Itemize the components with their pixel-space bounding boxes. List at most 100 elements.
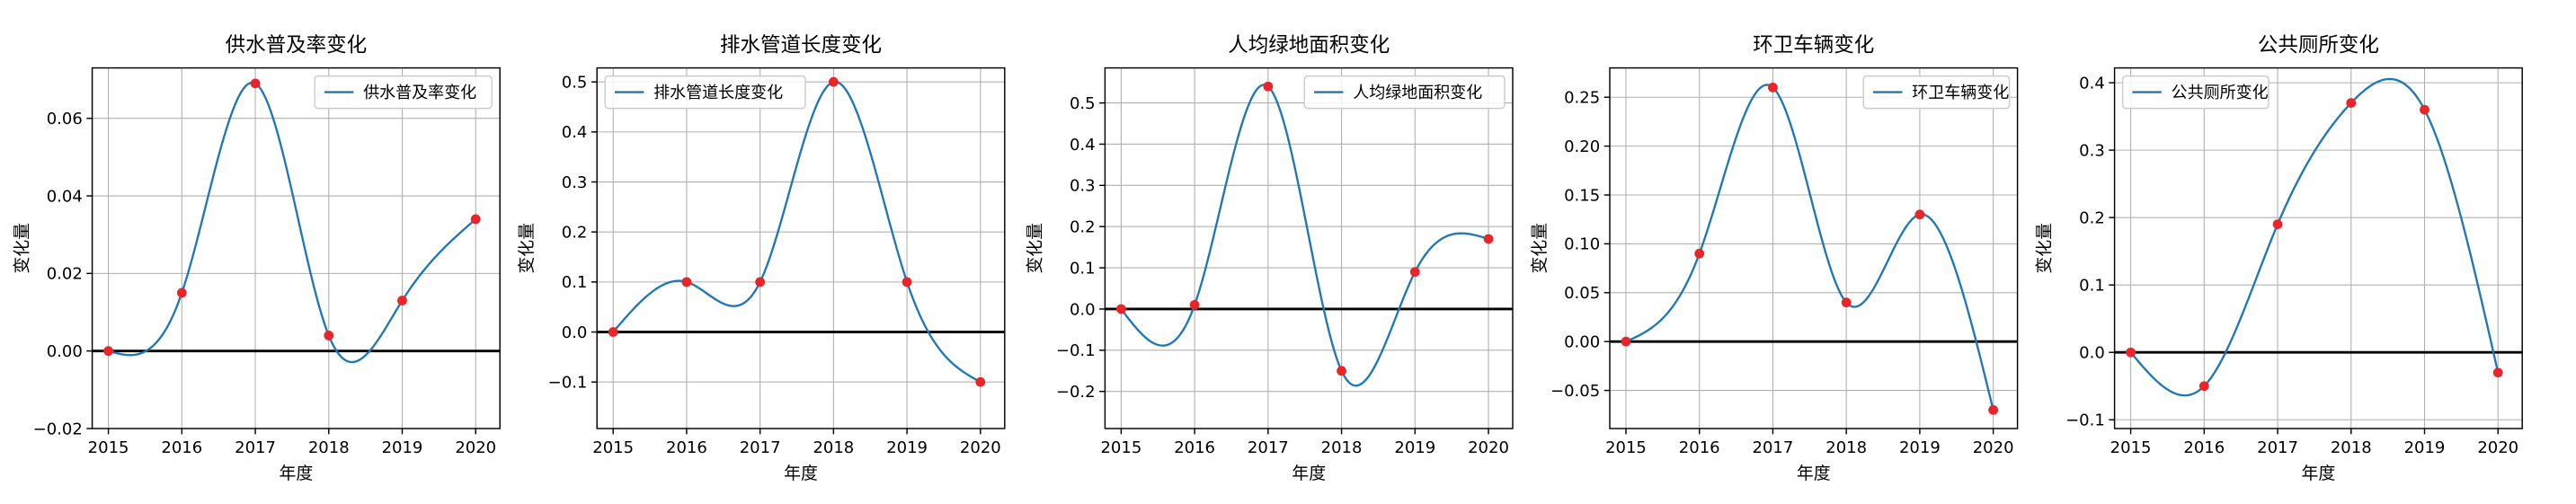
- chart-title: 公共厕所变化: [2258, 34, 2379, 57]
- series-line: [2129, 77, 2500, 397]
- x-tick-label: 2020: [1468, 438, 1509, 457]
- x-tick-label: 2017: [1248, 438, 1289, 457]
- chart-panel: 排水管道长度变化 2015 2016 2017 2018 2019 2020 −0.1 0.0 0…: [517, 34, 1006, 483]
- data-point: [608, 327, 618, 337]
- x-axis-label: 年度: [2302, 464, 2336, 483]
- chart-title: 人均绿地面积变化: [1228, 34, 1390, 57]
- axes-frame: [596, 66, 1006, 429]
- data-point: [2272, 219, 2283, 230]
- x-tick-label: 2018: [1825, 438, 1867, 457]
- data-point: [1988, 404, 1999, 415]
- chart-panel: 公共厕所变化 2015 2016 2017 2018 2019 2020 −0.1 0.0 0.1…: [2035, 34, 2523, 483]
- series-line: [1120, 84, 1489, 387]
- data-point: [1841, 297, 1852, 308]
- legend: 公共厕所变化: [2121, 75, 2270, 110]
- chart-title: 供水普及率变化: [226, 34, 368, 57]
- legend-box: [314, 75, 493, 110]
- y-tick-label: 0.1: [562, 273, 588, 292]
- data-point: [250, 78, 261, 89]
- y-tick-label: 0.2: [562, 224, 588, 243]
- y-tick-label: 0.0: [1070, 300, 1096, 319]
- chart-panel: 人均绿地面积变化 2015 2016 2017 2018 2019 2020 −0.2 −0.1…: [1025, 34, 1514, 483]
- data-point: [397, 296, 407, 305]
- legend-label: 公共厕所变化: [2172, 84, 2269, 102]
- y-tick-label: 0.05: [1564, 284, 1600, 303]
- y-tick-label: 0.25: [1564, 89, 1600, 108]
- y-axis-label: 变化量: [2035, 223, 2055, 274]
- y-tick-label: −0.02: [33, 420, 83, 438]
- x-tick-label: 2015: [1605, 438, 1647, 457]
- x-axis-label: 年度: [280, 464, 314, 483]
- legend-label: 人均绿地面积变化: [1353, 84, 1482, 102]
- x-tick-label: 2015: [2110, 438, 2152, 457]
- x-tick-label: 2017: [1753, 438, 1794, 457]
- legend-box: [1303, 75, 1506, 110]
- y-tick-label: 0.00: [1564, 332, 1600, 351]
- y-tick-label: 0.5: [562, 73, 588, 92]
- data-point: [1115, 304, 1126, 314]
- x-tick-label: 2018: [2331, 438, 2372, 457]
- series-line: [1625, 84, 1994, 411]
- data-point: [103, 346, 113, 357]
- data-point: [1914, 209, 1925, 220]
- y-axis-label: 变化量: [1025, 223, 1044, 274]
- x-tick-label: 2017: [740, 438, 781, 457]
- series-line: [108, 81, 476, 364]
- data-point: [755, 277, 766, 287]
- y-tick-label: 0.20: [1564, 137, 1600, 156]
- chart-panel: 供水普及率变化 2015 2016 2017 2018 2019 2020 −0.02 0.00…: [13, 34, 501, 483]
- x-tick-label: 2015: [88, 438, 129, 457]
- x-tick-label: 2019: [1394, 438, 1435, 457]
- y-tick-label: −0.05: [1550, 382, 1600, 401]
- x-axis-label: 年度: [784, 464, 818, 483]
- x-tick-label: 2018: [813, 438, 854, 457]
- data-point: [975, 376, 986, 387]
- legend-box: [1862, 75, 2011, 110]
- y-tick-label: 0.2: [2079, 208, 2105, 227]
- data-point: [1263, 81, 1274, 92]
- chart-title: 排水管道长度变化: [720, 34, 882, 57]
- data-point: [1189, 299, 1200, 310]
- x-tick-label: 2020: [2477, 438, 2518, 457]
- x-tick-label: 2019: [2404, 438, 2446, 457]
- y-tick-label: 0.3: [562, 173, 588, 192]
- data-point: [1337, 366, 1346, 376]
- data-point: [2126, 347, 2136, 358]
- x-tick-label: 2015: [592, 438, 634, 457]
- axes-frame: [1104, 66, 1514, 429]
- x-tick-label: 2016: [1679, 438, 1720, 457]
- y-tick-label: 0.1: [1070, 259, 1096, 278]
- y-axis-label: 变化量: [1530, 223, 1550, 274]
- y-axis-label: 变化量: [13, 223, 32, 274]
- x-tick-label: 2018: [308, 438, 350, 457]
- legend: 人均绿地面积变化: [1303, 75, 1506, 110]
- x-tick-label: 2015: [1100, 438, 1141, 457]
- y-axis-label: 变化量: [517, 223, 537, 274]
- x-tick-label: 2017: [235, 438, 276, 457]
- y-tick-label: 0.02: [47, 265, 83, 284]
- legend-box: [2121, 75, 2270, 110]
- data-point: [681, 277, 692, 287]
- data-point: [1694, 248, 1705, 259]
- legend: 排水管道长度变化: [604, 75, 806, 110]
- y-tick-label: 0.06: [47, 110, 83, 128]
- x-axis-label: 年度: [1292, 464, 1326, 483]
- data-point: [470, 214, 481, 225]
- data-point: [828, 76, 839, 87]
- data-point: [1621, 336, 1631, 347]
- x-tick-label: 2018: [1321, 438, 1363, 457]
- y-tick-label: 0.4: [2079, 74, 2105, 93]
- x-tick-label: 2016: [666, 438, 707, 457]
- data-point: [2346, 98, 2357, 109]
- y-tick-label: 0.00: [47, 342, 83, 361]
- x-tick-label: 2019: [1899, 438, 1941, 457]
- x-tick-label: 2019: [382, 438, 423, 457]
- x-tick-label: 2016: [2183, 438, 2225, 457]
- legend-label: 环卫车辆变化: [1912, 84, 2009, 102]
- x-axis-label: 年度: [1797, 464, 1831, 483]
- data-point: [1409, 267, 1420, 278]
- legend-label: 排水管道长度变化: [653, 84, 783, 102]
- data-point: [2198, 381, 2209, 392]
